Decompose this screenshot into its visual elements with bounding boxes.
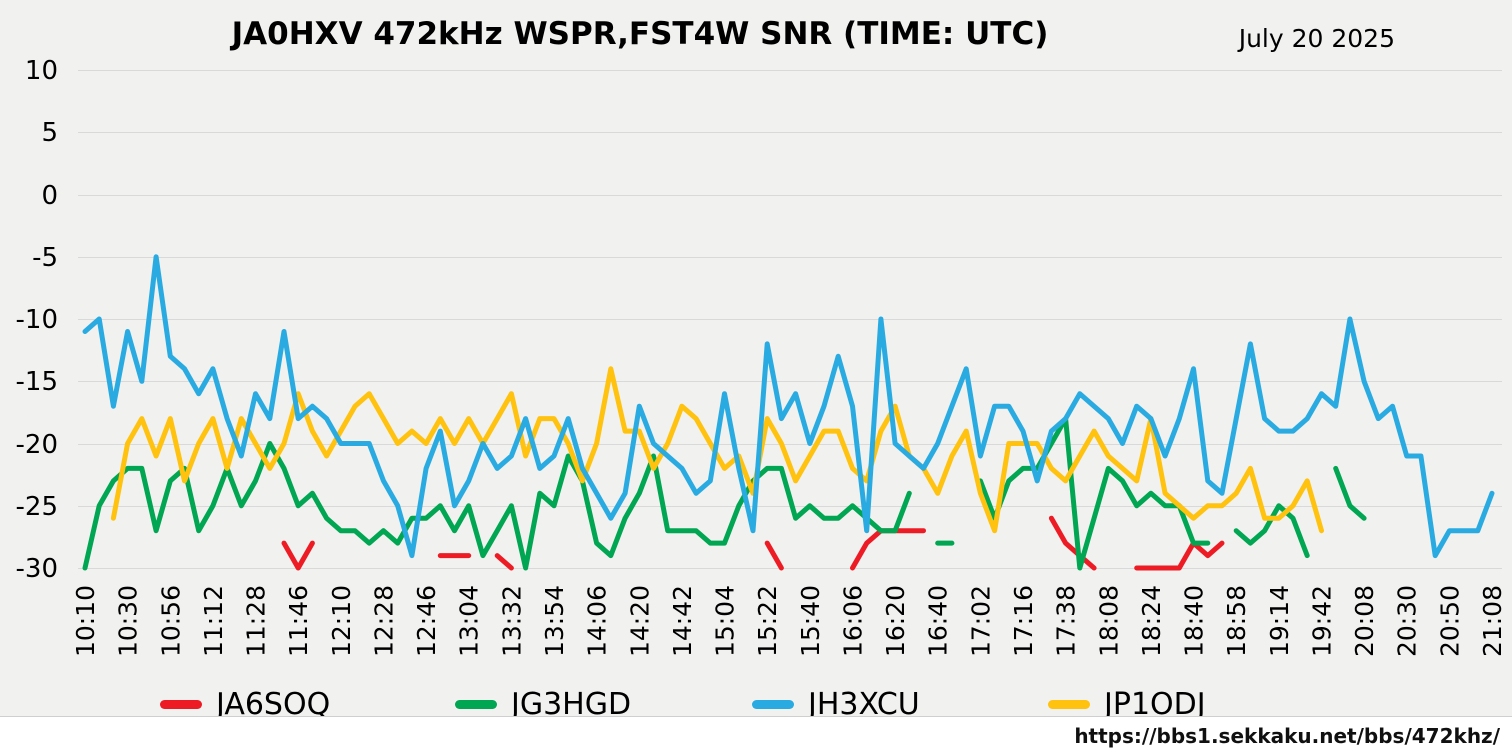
y-tick-label: 0: [41, 181, 58, 211]
legend-item-jp1odj: JP1ODJ: [1048, 686, 1206, 722]
x-tick-label-13:04: 13:04: [455, 585, 484, 657]
legend-item-ja6soq: JA6SOQ: [160, 686, 330, 722]
snr-line-chart: 10 5 0 -5 -10 -15 -20 -25 -30 10:10 10:30 10:56 11:1…: [16, 56, 1507, 657]
x-tick-label-15:22: 15:22: [753, 585, 782, 657]
x-tick-label-18:24: 18:24: [1137, 585, 1166, 657]
y-tick-label: 10: [25, 56, 58, 86]
x-tick-label-14:20: 14:20: [625, 585, 654, 657]
legend-item-jh3xcu: JH3XCU: [752, 686, 920, 722]
series-line-JA6SOQ: [281, 540, 315, 571]
x-tick-label-17:16: 17:16: [1009, 585, 1038, 657]
legend-marker-jg3hgd: [455, 699, 497, 709]
x-tick-label-13:32: 13:32: [497, 585, 526, 657]
x-tick-label-17:38: 17:38: [1052, 585, 1081, 657]
y-tick-label: -20: [16, 430, 58, 460]
source-url: https://bbs1.sekkaku.net/bbs/472khz/: [1074, 724, 1500, 748]
x-tick-label-11:46: 11:46: [284, 585, 313, 657]
legend-label-jg3hgd: JG3HGD: [511, 686, 632, 722]
series-line-JA6SOQ: [764, 540, 784, 571]
y-tick-label: -10: [16, 305, 58, 335]
x-tick-label-14:42: 14:42: [668, 585, 697, 657]
x-tick-label-12:46: 12:46: [412, 585, 441, 657]
chart-title: JA0HXV 472kHz WSPR,FST4W SNR (TIME: UTC): [231, 16, 1049, 52]
legend-item-jg3hgd: JG3HGD: [455, 686, 631, 722]
x-tick-label-20:30: 20:30: [1393, 585, 1422, 657]
y-tick-label: -5: [32, 243, 58, 273]
x-tick-label-18:08: 18:08: [1094, 585, 1123, 657]
x-tick-label-10:10: 10:10: [71, 585, 100, 657]
x-tick-label-15:04: 15:04: [711, 585, 740, 657]
chart-legend: JA6SOQ JG3HGD JH3XCU JP1ODJ: [0, 686, 1512, 722]
x-tick-label-18:40: 18:40: [1180, 585, 1209, 657]
series-line-JG3HGD: [1233, 503, 1310, 559]
y-tick-label: -25: [16, 492, 58, 522]
x-tick-label-15:40: 15:40: [796, 585, 825, 657]
x-tick-label-13:54: 13:54: [540, 585, 569, 657]
x-tick-label-11:28: 11:28: [242, 585, 271, 657]
x-tick-label-17:02: 17:02: [966, 585, 995, 657]
legend-marker-jh3xcu: [752, 699, 794, 709]
y-tick-label: -15: [16, 367, 58, 397]
series-line-JA6SOQ: [1134, 540, 1225, 571]
legend-label-jh3xcu: JH3XCU: [808, 686, 920, 722]
x-tick-label-19:14: 19:14: [1265, 585, 1294, 657]
y-tick-label: -30: [16, 554, 58, 584]
legend-marker-ja6soq: [160, 699, 202, 709]
x-tick-label-10:30: 10:30: [114, 585, 143, 657]
x-tick-label-20:50: 20:50: [1435, 585, 1464, 657]
legend-label-jp1odj: JP1ODJ: [1104, 686, 1206, 722]
x-tick-label-16:20: 16:20: [881, 585, 910, 657]
series-line-JH3XCU: [82, 254, 1495, 559]
series-line-JA6SOQ: [1048, 515, 1097, 571]
legend-label-ja6soq: JA6SOQ: [216, 686, 331, 722]
series-line-JG3HGD: [82, 441, 912, 571]
chart-background: [0, 0, 1512, 716]
x-tick-label-11:12: 11:12: [199, 585, 228, 657]
x-tick-label-12:28: 12:28: [369, 585, 398, 657]
series-line-JA6SOQ: [850, 528, 926, 571]
series-line-JG3HGD: [977, 416, 1211, 571]
x-tick-label-19:42: 19:42: [1307, 585, 1336, 657]
x-tick-label-20:08: 20:08: [1350, 585, 1379, 657]
legend-marker-jp1odj: [1048, 699, 1090, 709]
x-tick-label-14:06: 14:06: [583, 585, 612, 657]
x-tick-label-18:58: 18:58: [1222, 585, 1251, 657]
x-tick-label-21:08: 21:08: [1478, 585, 1507, 657]
y-tick-label: 5: [41, 118, 58, 148]
x-tick-label-16:40: 16:40: [924, 585, 953, 657]
chart-date: July 20 2025: [1238, 24, 1395, 53]
source-url-bar: https://bbs1.sekkaku.net/bbs/472khz/: [0, 716, 1512, 756]
x-tick-label-16:06: 16:06: [838, 585, 867, 657]
series-line-JG3HGD: [1333, 465, 1367, 521]
x-tick-label-12:10: 12:10: [327, 585, 356, 657]
series-line-JA6SOQ: [494, 553, 514, 571]
series-line-JP1ODJ: [110, 366, 1324, 534]
x-tick-label-10:56: 10:56: [156, 585, 185, 657]
